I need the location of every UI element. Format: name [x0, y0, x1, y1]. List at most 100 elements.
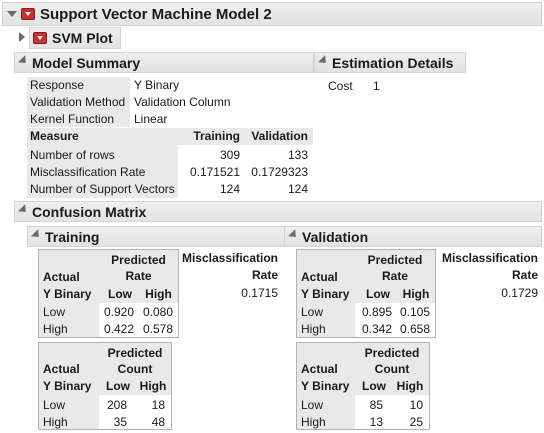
- training-header: Training: [27, 226, 285, 247]
- rate-cell: 0.080: [142, 305, 173, 319]
- count-cell: 25: [409, 415, 423, 429]
- training-misclass-value: 0.1715: [241, 286, 278, 300]
- high-col-label: High: [145, 287, 172, 301]
- measure-training: 309: [219, 148, 240, 162]
- confusion-matrix-title: Confusion Matrix: [32, 203, 147, 220]
- low-col-label: Low: [106, 379, 130, 393]
- measure-label: Number of rows: [30, 148, 115, 162]
- measure-validation: 124: [287, 182, 308, 196]
- training-rate-table: Predicted Rate Actual Y Binary Low High …: [38, 249, 179, 338]
- disclosure-triangle-icon[interactable]: [31, 228, 43, 241]
- measure-header: Measure: [30, 129, 79, 143]
- ybinary-label: Y Binary: [301, 287, 350, 301]
- predicted-label: Predicted: [107, 346, 163, 360]
- count-cell: 85: [369, 398, 383, 412]
- count-cell: 48: [151, 415, 165, 429]
- high-row-label: High: [43, 415, 68, 429]
- summary-label: Kernel Function: [30, 112, 115, 126]
- validation-count-table: Predicted Count Actual Y Binary Low High…: [296, 342, 430, 430]
- predicted-label: Predicted: [111, 253, 166, 267]
- ybinary-label: Y Binary: [43, 287, 92, 301]
- measure-validation: 0.1729323: [251, 165, 308, 179]
- validation-misclass-label-2: Rate: [511, 268, 538, 282]
- summary-value: Linear: [134, 112, 168, 126]
- validation-header: Validation: [251, 129, 308, 143]
- measure-header-bg: [27, 128, 313, 145]
- model-summary-header: Model Summary: [14, 52, 314, 73]
- count-label: Count: [374, 362, 410, 376]
- training-misclass-label-2: Rate: [251, 268, 278, 282]
- estimation-details-header: Estimation Details: [314, 52, 466, 73]
- actual-label: Actual: [43, 270, 80, 284]
- measure-labels-bg: [27, 145, 178, 198]
- validation-misclass-value: 0.1729: [501, 286, 538, 300]
- high-col-label: High: [396, 379, 424, 393]
- measure-label: Number of Support Vectors: [30, 182, 175, 196]
- svm-plot-title: SVM Plot: [52, 30, 113, 46]
- predicted-label: Predicted: [364, 346, 420, 360]
- disclosure-triangle-icon[interactable]: [318, 54, 330, 67]
- low-row-label: Low: [43, 398, 66, 412]
- count-cell: 10: [409, 398, 423, 412]
- rate-cell: 0.422: [103, 322, 134, 336]
- cost-value: 1: [373, 79, 380, 93]
- actual-label: Actual: [301, 362, 338, 376]
- validation-rate-table: Predicted Rate Actual Y Binary Low High …: [296, 249, 436, 338]
- red-triangle-menu-icon[interactable]: [33, 32, 47, 44]
- training-header: Training: [193, 129, 240, 143]
- rate-cell: 0.578: [142, 322, 173, 336]
- validation-header: Validation: [284, 226, 542, 247]
- high-col-label: High: [402, 287, 430, 301]
- rate-cell: 0.658: [399, 322, 430, 336]
- svm-plot-header[interactable]: SVM Plot: [29, 27, 121, 49]
- measure-training: 0.171521: [189, 165, 240, 179]
- low-row-label: Low: [43, 305, 66, 319]
- high-row-label: High: [301, 322, 326, 336]
- count-label: Count: [117, 362, 153, 376]
- svm-model-header: Support Vector Machine Model 2: [2, 2, 542, 26]
- rate-cell: 0.920: [103, 305, 134, 319]
- count-cell: 13: [369, 415, 383, 429]
- disclosure-triangle-icon[interactable]: [7, 11, 17, 17]
- measure-training: 124: [219, 182, 240, 196]
- disclosure-triangle-icon[interactable]: [18, 54, 30, 67]
- summary-value: Y Binary: [134, 78, 180, 92]
- ybinary-label: Y Binary: [43, 379, 92, 393]
- ybinary-label: Y Binary: [301, 379, 350, 393]
- high-row-label: High: [301, 415, 326, 429]
- count-cell: 35: [113, 415, 127, 429]
- low-col-label: Low: [362, 379, 386, 393]
- report-title: Support Vector Machine Model 2: [40, 5, 272, 23]
- estimation-details-title: Estimation Details: [332, 54, 454, 71]
- validation-title: Validation: [302, 228, 369, 245]
- rate-cell: 0.342: [361, 322, 392, 336]
- disclosure-triangle-icon[interactable]: [18, 203, 30, 216]
- predicted-label: Predicted: [367, 253, 423, 267]
- training-title: Training: [45, 228, 100, 245]
- high-row-label: High: [43, 322, 68, 336]
- training-misclass-label: Misclassification: [181, 251, 278, 265]
- low-row-label: Low: [301, 398, 324, 412]
- disclosure-triangle-icon[interactable]: [288, 228, 300, 241]
- measure-label: Misclassification Rate: [30, 165, 146, 179]
- rate-label: Rate: [125, 269, 152, 283]
- low-col-label: Low: [366, 287, 390, 301]
- low-row-label: Low: [301, 305, 324, 319]
- high-col-label: High: [139, 379, 167, 393]
- count-cell: 18: [151, 398, 165, 412]
- measure-validation: 133: [287, 148, 308, 162]
- svm-plot-disclosure-icon[interactable]: [19, 32, 25, 42]
- summary-label: Validation Method: [30, 95, 126, 109]
- confusion-matrix-header: Confusion Matrix: [14, 201, 542, 222]
- rate-cell: 0.105: [399, 305, 430, 319]
- cost-label: Cost: [328, 79, 353, 93]
- training-count-table: Predicted Count Actual Y Binary Low High…: [38, 342, 172, 430]
- red-triangle-menu-icon[interactable]: [21, 8, 35, 20]
- model-summary-labels-bg: [27, 77, 130, 127]
- rate-label: Rate: [381, 269, 408, 283]
- count-cell: 208: [106, 398, 127, 412]
- summary-value: Validation Column: [134, 95, 231, 109]
- rate-cell: 0.895: [361, 305, 392, 319]
- model-summary-title: Model Summary: [32, 54, 141, 71]
- summary-label: Response: [30, 78, 85, 92]
